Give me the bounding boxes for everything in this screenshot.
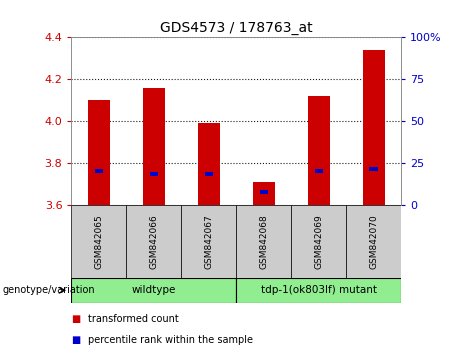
Text: GSM842070: GSM842070: [369, 214, 378, 269]
Bar: [346, 205, 401, 278]
Title: GDS4573 / 178763_at: GDS4573 / 178763_at: [160, 21, 313, 35]
Bar: [181, 205, 236, 278]
Text: GSM842066: GSM842066: [149, 214, 159, 269]
Text: percentile rank within the sample: percentile rank within the sample: [88, 335, 253, 345]
Text: tdp-1(ok803lf) mutant: tdp-1(ok803lf) mutant: [260, 285, 377, 295]
Text: wildtype: wildtype: [132, 285, 176, 295]
Bar: [150, 172, 158, 176]
Bar: [307, 96, 330, 205]
Bar: [126, 205, 181, 278]
Text: genotype/variation: genotype/variation: [2, 285, 95, 295]
Bar: [143, 88, 165, 205]
Bar: [291, 205, 346, 278]
Text: ■: ■: [71, 335, 81, 345]
Bar: [253, 182, 275, 205]
Text: GSM842065: GSM842065: [95, 214, 103, 269]
Text: GSM842069: GSM842069: [314, 214, 323, 269]
Bar: [95, 169, 103, 173]
Bar: [363, 50, 384, 205]
Text: transformed count: transformed count: [88, 314, 178, 324]
Text: GSM842067: GSM842067: [204, 214, 213, 269]
Bar: [205, 172, 213, 176]
Text: GSM842068: GSM842068: [259, 214, 268, 269]
Bar: [88, 100, 110, 205]
Bar: [236, 278, 401, 303]
Bar: [71, 205, 126, 278]
Bar: [198, 123, 220, 205]
Bar: [71, 278, 236, 303]
Bar: [260, 190, 268, 194]
Text: ■: ■: [71, 314, 81, 324]
Bar: [314, 169, 323, 173]
Bar: [369, 167, 378, 171]
Bar: [236, 205, 291, 278]
